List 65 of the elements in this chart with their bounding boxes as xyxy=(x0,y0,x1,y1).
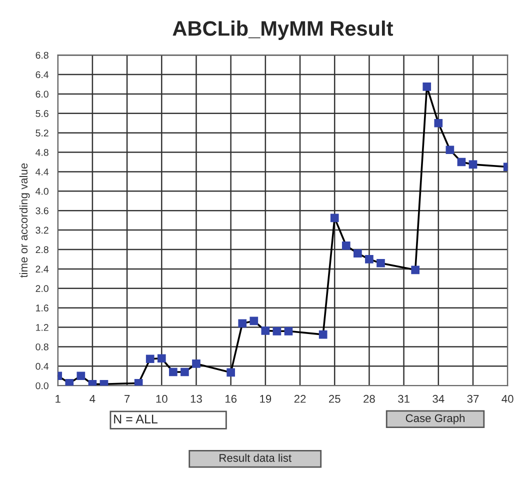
y-tick-label: 3.6 xyxy=(36,207,48,214)
point xyxy=(169,368,178,376)
y-tick-label: 5.6 xyxy=(36,110,48,118)
y-axis-title: time or according value xyxy=(19,163,30,278)
y-tick-label: 4.8 xyxy=(36,149,48,156)
chart-title: ABCLib_MyMM Result xyxy=(172,20,394,40)
point xyxy=(250,316,258,326)
point xyxy=(88,380,97,386)
y-tick-label: 0.0 xyxy=(36,382,48,390)
y-tick-label: 0.4 xyxy=(36,362,49,370)
y-tick-label: 5.2 xyxy=(36,130,48,136)
text: Case Graph xyxy=(406,414,464,424)
x-tick-label: 1 xyxy=(56,395,60,403)
text: N = ALL xyxy=(114,414,158,424)
x-tick-label: 4 xyxy=(90,395,96,403)
y-tick-label: 6.0 xyxy=(36,90,48,98)
point xyxy=(354,249,362,258)
x-tick-label: 13 xyxy=(190,394,202,403)
point xyxy=(284,326,293,336)
point xyxy=(434,118,443,128)
point xyxy=(134,379,143,386)
x-tick-label: 40 xyxy=(502,394,514,403)
point xyxy=(330,214,339,222)
y-tick-label: 2.0 xyxy=(36,285,48,292)
x-tick-label: 7 xyxy=(124,395,130,403)
point xyxy=(342,241,350,250)
point xyxy=(446,146,454,154)
x-tick-label: 37 xyxy=(467,394,479,403)
x-tick-label: 19 xyxy=(260,394,272,403)
y-tick-label: 1.2 xyxy=(36,324,48,331)
point xyxy=(261,326,270,335)
x-tick-label: 31 xyxy=(398,394,410,403)
point xyxy=(411,266,420,274)
point xyxy=(226,368,235,377)
x-tick-label: 34 xyxy=(432,394,444,403)
y-tick-label: 0.8 xyxy=(36,343,48,350)
point xyxy=(192,360,200,368)
point xyxy=(238,319,247,328)
point xyxy=(272,326,282,336)
y-tick-label: 2.4 xyxy=(36,266,49,272)
point xyxy=(157,354,166,363)
x-tick-label: 22 xyxy=(294,394,306,403)
x-tick-label: 28 xyxy=(364,394,375,403)
x-tick-label: 16 xyxy=(226,394,237,403)
point xyxy=(65,379,74,386)
point xyxy=(318,330,328,339)
point xyxy=(100,380,108,386)
x-tick-label: 25 xyxy=(328,394,340,403)
point xyxy=(422,82,432,91)
text: Result data list xyxy=(220,454,292,462)
y-tick-label: 3.2 xyxy=(36,226,48,234)
point xyxy=(376,258,385,268)
point xyxy=(76,372,86,380)
x-tick-label: 10 xyxy=(156,394,168,403)
y-tick-label: 1.6 xyxy=(36,304,48,312)
y-tick-label: 4.4 xyxy=(36,168,49,176)
point xyxy=(146,354,154,364)
y-tick-label: 6.8 xyxy=(36,52,48,59)
point xyxy=(457,158,466,166)
point xyxy=(180,368,189,376)
y-tick-label: 2.8 xyxy=(36,246,48,254)
point xyxy=(365,255,374,264)
y-tick-label: 4.0 xyxy=(36,188,48,195)
y-tick-label: 6.4 xyxy=(36,71,49,78)
point xyxy=(468,160,478,169)
